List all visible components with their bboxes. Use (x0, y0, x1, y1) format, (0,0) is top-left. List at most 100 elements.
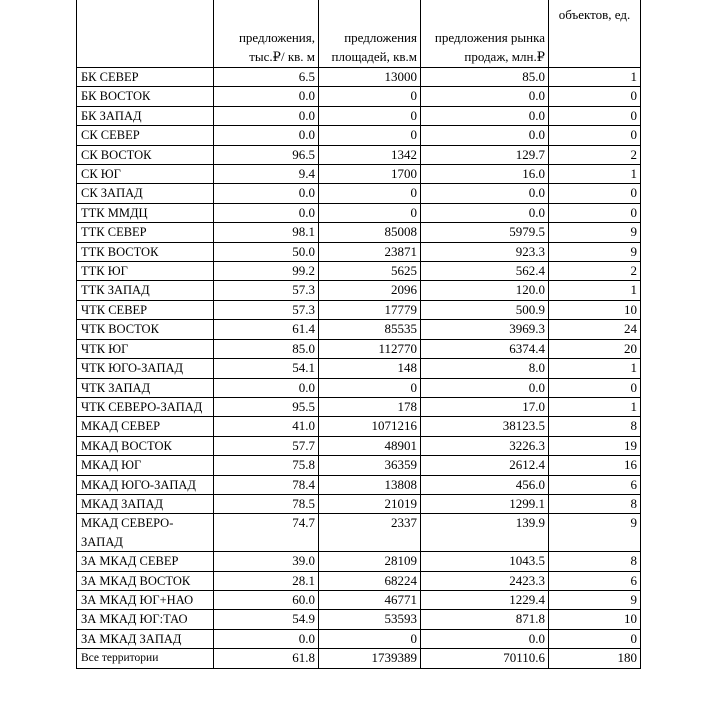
area-cell: 17779 (318, 299, 421, 321)
count-cell: 24 (548, 319, 641, 340)
table-row: СК ЮГ 9.4 1700 16.0 1 (76, 164, 641, 185)
area-cell: 2337 (318, 513, 421, 553)
region-name: ЧТК ЮГ (76, 338, 214, 360)
table-row: БК ВОСТОК 0.0 0 0.0 0 (76, 86, 641, 107)
header-area: предложения площадей, кв.м (318, 0, 421, 68)
region-name: ТТК ММДЦ (76, 202, 214, 224)
count-cell: 8 (548, 551, 641, 572)
table-row: ЧТК ЮГО-ЗАПАД 54.1 148 8.0 1 (76, 358, 641, 379)
table-row: ЗА МКАД ЗАПАД 0.0 0 0.0 0 (76, 628, 641, 650)
header-count: объектов, ед. (548, 0, 641, 68)
region-name: ЗА МКАД ЗАПАД (76, 628, 214, 650)
count-cell: 20 (548, 338, 641, 360)
table-body: БК СЕВЕР 6.5 13000 85.0 1 БК ВОСТОК 0.0 0 0.0 0 БК… (76, 66, 641, 669)
region-name: МКАД ЮГ (76, 455, 214, 476)
area-cell: 85008 (318, 222, 421, 243)
area-cell: 13000 (318, 66, 421, 88)
region-name: Все территории (76, 648, 214, 669)
header-line: тыс.₽/ кв. м (249, 49, 315, 64)
price-cell: 6.5 (213, 66, 319, 88)
region-name: БК СЕВЕР (76, 66, 214, 88)
area-cell: 23871 (318, 241, 421, 263)
area-cell: 36359 (318, 455, 421, 476)
region-name: ЗА МКАД ЮГ+НАО (76, 589, 214, 611)
table-row: МКАД СЕВЕРО-ЗАПАД 74.7 2337 139.9 9 (76, 513, 641, 553)
price-cell: 85.0 (213, 338, 319, 360)
area-cell: 1700 (318, 164, 421, 185)
region-name: ЗА МКАД ВОСТОК (76, 570, 214, 591)
data-table: предложения, тыс.₽/ кв. м предложения площа… (76, 0, 641, 669)
table-row: СК СЕВЕР 0.0 0 0.0 0 (76, 125, 641, 146)
price-cell: 0.0 (213, 125, 319, 146)
price-cell: 75.8 (213, 455, 319, 476)
area-cell: 1739389 (318, 648, 421, 669)
region-name: ЗА МКАД ЮГ:ТАО (76, 609, 214, 630)
price-cell: 54.9 (213, 609, 319, 630)
header-line: предложения, (238, 30, 315, 45)
volume-cell: 8.0 (420, 358, 549, 379)
count-cell: 10 (548, 609, 641, 630)
table-row: ТТК ЗАПАД 57.3 2096 120.0 1 (76, 280, 641, 301)
area-cell: 28109 (318, 551, 421, 572)
table-row: ЗА МКАД ВОСТОК 28.1 68224 2423.3 6 (76, 570, 641, 591)
count-cell: 8 (548, 493, 641, 515)
header-row: предложения, тыс.₽/ кв. м предложения площа… (76, 0, 641, 68)
header-line: продаж, млн.₽ (464, 49, 545, 64)
region-name: БК ЗАПАД (76, 105, 214, 127)
volume-cell: 70110.6 (420, 648, 549, 669)
price-cell: 57.7 (213, 435, 319, 457)
count-cell: 9 (548, 589, 641, 611)
volume-cell: 562.4 (420, 261, 549, 282)
area-cell: 13808 (318, 474, 421, 495)
price-cell: 0.0 (213, 86, 319, 107)
volume-cell: 120.0 (420, 280, 549, 301)
count-cell: 1 (548, 396, 641, 418)
area-cell: 1071216 (318, 416, 421, 437)
region-name: СК ЗАПАД (76, 183, 214, 204)
header-line: предложения рынка (434, 30, 545, 45)
table-row: ЧТК СЕВЕР 57.3 17779 500.9 10 (76, 299, 641, 321)
region-name: БК ВОСТОК (76, 86, 214, 107)
volume-cell: 0.0 (420, 105, 549, 127)
table-row: ЧТК ЮГ 85.0 112770 6374.4 20 (76, 338, 641, 360)
count-cell: 0 (548, 125, 641, 146)
volume-cell: 139.9 (420, 513, 549, 553)
table-row: МКАД ЮГО-ЗАПАД 78.4 13808 456.0 6 (76, 474, 641, 495)
header-line: площадей, кв.м (331, 49, 418, 64)
area-cell: 0 (318, 86, 421, 107)
table-row: МКАД ЮГ 75.8 36359 2612.4 16 (76, 455, 641, 476)
count-cell: 180 (548, 648, 641, 669)
volume-cell: 2612.4 (420, 455, 549, 476)
header-region (76, 0, 214, 68)
region-name: МКАД ЮГО-ЗАПАД (76, 474, 214, 495)
volume-cell: 5979.5 (420, 222, 549, 243)
header-line: предложения (344, 30, 417, 45)
price-cell: 98.1 (213, 222, 319, 243)
count-cell: 9 (548, 222, 641, 243)
price-cell: 0.0 (213, 202, 319, 224)
price-cell: 41.0 (213, 416, 319, 437)
price-cell: 57.3 (213, 280, 319, 301)
volume-cell: 3226.3 (420, 435, 549, 457)
header-price: предложения, тыс.₽/ кв. м (213, 0, 319, 68)
count-cell: 19 (548, 435, 641, 457)
count-cell: 0 (548, 202, 641, 224)
volume-cell: 0.0 (420, 202, 549, 224)
count-cell: 2 (548, 261, 641, 282)
area-cell: 0 (318, 183, 421, 204)
volume-cell: 17.0 (420, 396, 549, 418)
volume-cell: 3969.3 (420, 319, 549, 340)
count-cell: 9 (548, 241, 641, 263)
volume-cell: 500.9 (420, 299, 549, 321)
price-cell: 61.4 (213, 319, 319, 340)
table-row: ЧТК ВОСТОК 61.4 85535 3969.3 24 (76, 319, 641, 340)
price-cell: 96.5 (213, 144, 319, 166)
table-row: СК ЗАПАД 0.0 0 0.0 0 (76, 183, 641, 204)
price-cell: 60.0 (213, 589, 319, 611)
price-cell: 74.7 (213, 513, 319, 553)
area-cell: 0 (318, 202, 421, 224)
table-row: ТТК СЕВЕР 98.1 85008 5979.5 9 (76, 222, 641, 243)
region-name: МКАД СЕВЕРО-ЗАПАД (76, 513, 214, 553)
count-cell: 1 (548, 358, 641, 379)
volume-cell: 0.0 (420, 86, 549, 107)
